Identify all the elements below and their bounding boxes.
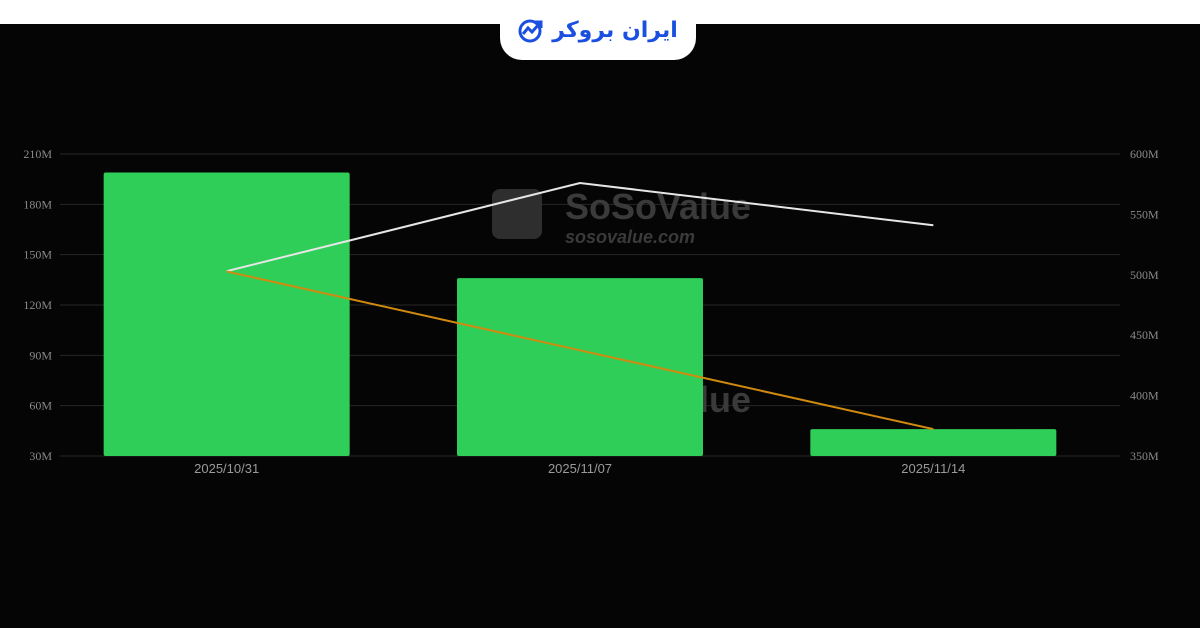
right-axis-tick-label: 600M: [1130, 147, 1159, 161]
series-line: [226, 181, 934, 273]
bar: [103, 172, 350, 456]
left-axis-tick-label: 60M: [29, 399, 52, 413]
chart-growth-icon: [518, 19, 543, 43]
left-axis-tick-label: 180M: [23, 197, 52, 211]
series-line: [226, 270, 934, 431]
brand-logo-text: ایران بروکر: [552, 17, 678, 43]
right-axis-tick-label: 400M: [1130, 389, 1159, 403]
x-axis-tick-label: 2025/11/14: [901, 461, 965, 476]
right-axis-tick-label: 450M: [1130, 328, 1159, 342]
left-axis-tick-label: 120M: [23, 298, 52, 312]
left-axis-tick-label: 30M: [29, 449, 52, 463]
brand-logo: ایران بروکر: [500, 0, 696, 60]
x-axis-tick-label: 2025/11/07: [548, 461, 612, 476]
right-axis-tick-label: 500M: [1130, 268, 1159, 282]
bar: [810, 429, 1057, 456]
right-axis-tick-label: 350M: [1130, 449, 1159, 463]
right-axis-tick-label: 550M: [1130, 207, 1159, 221]
chart-area: 30M 60M 90M 120M 150M 180M 210M 350M 400M 450M 500…: [0, 24, 1200, 628]
watermark-logo-icon: [492, 189, 542, 239]
chart: 30M 60M 90M 120M 150M 180M 210M 350M 400M 450M 500…: [23, 147, 1159, 476]
left-axis-tick-label: 150M: [23, 248, 52, 262]
bar: [457, 278, 703, 456]
x-axis-tick-label: 2025/10/31: [194, 461, 259, 476]
left-axis-tick-label: 90M: [29, 348, 52, 362]
watermark-url: sosovalue.com: [565, 227, 695, 247]
left-axis-tick-label: 210M: [23, 147, 52, 161]
